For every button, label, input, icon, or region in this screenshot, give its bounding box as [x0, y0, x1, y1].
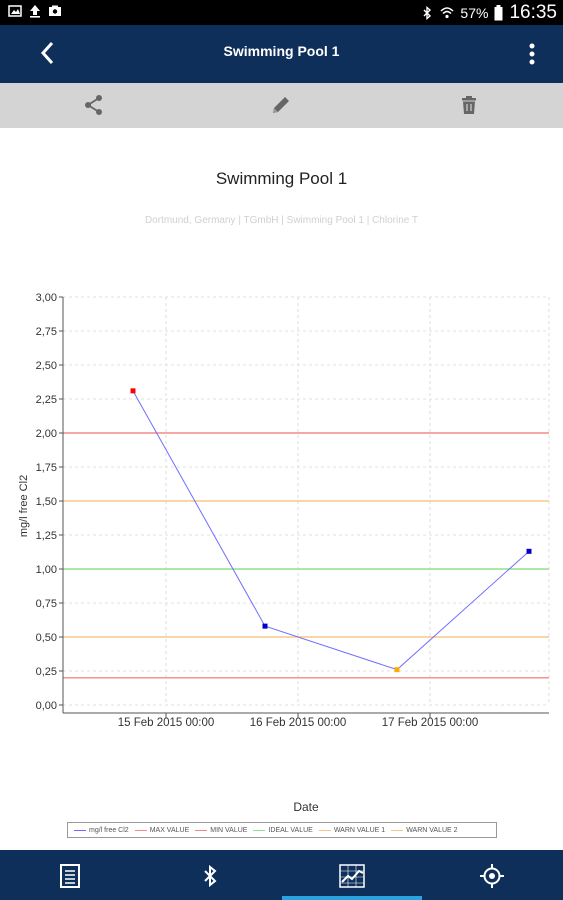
legend-item: mg/l free Cl2: [74, 827, 129, 834]
y-tick-label: 0,75: [36, 598, 57, 610]
y-tick-label: 2,00: [36, 428, 57, 440]
series-line: [132, 390, 530, 671]
chart-subtitle: Dortmund, Germany | TGmbH | Swimming Poo…: [144, 215, 419, 226]
legend-label: IDEAL VALUE: [268, 826, 313, 834]
legend-swatch: [74, 829, 86, 831]
legend-item: WARN VALUE 1: [318, 826, 386, 834]
location-icon: [480, 864, 504, 888]
y-tick-label: 0,00: [36, 700, 57, 712]
bottom-navigation: [0, 850, 563, 900]
nav-tab-location[interactable]: [422, 850, 562, 900]
status-right: 57% 16:35: [420, 2, 557, 24]
trash-icon[interactable]: [457, 93, 481, 117]
image-notification-icon: [8, 5, 22, 17]
x-axis-label: Date: [293, 800, 319, 814]
y-tick-label: 3,00: [36, 292, 57, 304]
x-tick-label: 16 Feb 2015 00:00: [250, 717, 347, 729]
page-title: Swimming Pool 1: [223, 43, 340, 59]
status-bar: 57% 16:35: [0, 0, 563, 25]
chart-icon: [339, 864, 365, 888]
legend-label: MIN VALUE: [210, 826, 248, 834]
action-toolbar: [0, 83, 563, 128]
y-tick-label: 0,25: [36, 666, 57, 678]
y-axis-label: mg/l free Cl2: [18, 475, 30, 537]
legend-label: MAX VALUE: [149, 826, 190, 834]
data-point: [394, 667, 400, 673]
legend-item: WARN VALUE 2: [391, 826, 458, 834]
upload-icon: [30, 5, 40, 18]
x-tick-label: 15 Feb 2015 00:00: [118, 717, 215, 729]
chart-panel: Swimming Pool 1 Dortmund, Germany | TGmb…: [0, 128, 563, 850]
data-point: [130, 388, 136, 394]
clock: 16:35: [509, 2, 557, 23]
document-icon: [60, 864, 80, 888]
y-tick-label: 1,00: [36, 564, 57, 576]
battery-icon: [494, 5, 503, 21]
legend-item: IDEAL VALUE: [253, 826, 313, 834]
legend-swatch: [318, 829, 331, 831]
battery-percent: 57%: [460, 5, 489, 21]
pencil-icon[interactable]: [269, 93, 293, 117]
bluetooth-icon: [204, 864, 217, 888]
photo-notification-icon: [49, 5, 61, 16]
y-tick-label: 1,25: [36, 530, 57, 542]
data-point: [262, 623, 268, 629]
chart-legend: mg/l free Cl2 MAX VALUE MIN VALUE IDEAL VAL…: [67, 822, 497, 838]
data-point: [526, 548, 532, 554]
notification-icons: [8, 4, 62, 18]
bluetooth-status-icon: [423, 6, 432, 20]
y-tick-label: 1,50: [36, 496, 57, 508]
legend-item: MAX VALUE: [134, 826, 190, 834]
share-icon[interactable]: [82, 93, 106, 117]
legend-swatch: [253, 829, 266, 831]
legend-item: MIN VALUE: [195, 827, 247, 834]
y-tick-label: 2,75: [36, 326, 57, 338]
y-tick-label: 2,50: [36, 360, 57, 372]
y-tick-label: 1,75: [36, 462, 57, 474]
legend-label: WARN VALUE 1: [333, 826, 386, 834]
line-chart[interactable]: 3,00 2,75 2,50 2,25 2,00 1,75 1,50 1,25 1,00 0,75…: [0, 128, 563, 850]
nav-tab-bluetooth[interactable]: [140, 850, 280, 900]
back-arrow-icon[interactable]: [36, 39, 60, 67]
nav-tab-chart[interactable]: [282, 850, 422, 900]
x-tick-label: 17 Feb 2015 00:00: [382, 717, 479, 729]
nav-tab-documents[interactable]: [0, 850, 140, 900]
legend-swatch: [391, 829, 404, 831]
chart-title: Swimming Pool 1: [215, 169, 348, 188]
legend-label: WARN VALUE 2: [406, 826, 458, 834]
legend-label: mg/l free Cl2: [89, 826, 129, 834]
app-bar: Swimming Pool 1: [0, 25, 563, 83]
legend-swatch: [195, 829, 208, 831]
y-tick-label: 2,25: [36, 394, 57, 406]
y-tick-label: 0,50: [36, 632, 57, 644]
overflow-menu-icon[interactable]: [527, 41, 537, 67]
wifi-icon: [440, 7, 454, 19]
legend-swatch: [134, 829, 147, 831]
